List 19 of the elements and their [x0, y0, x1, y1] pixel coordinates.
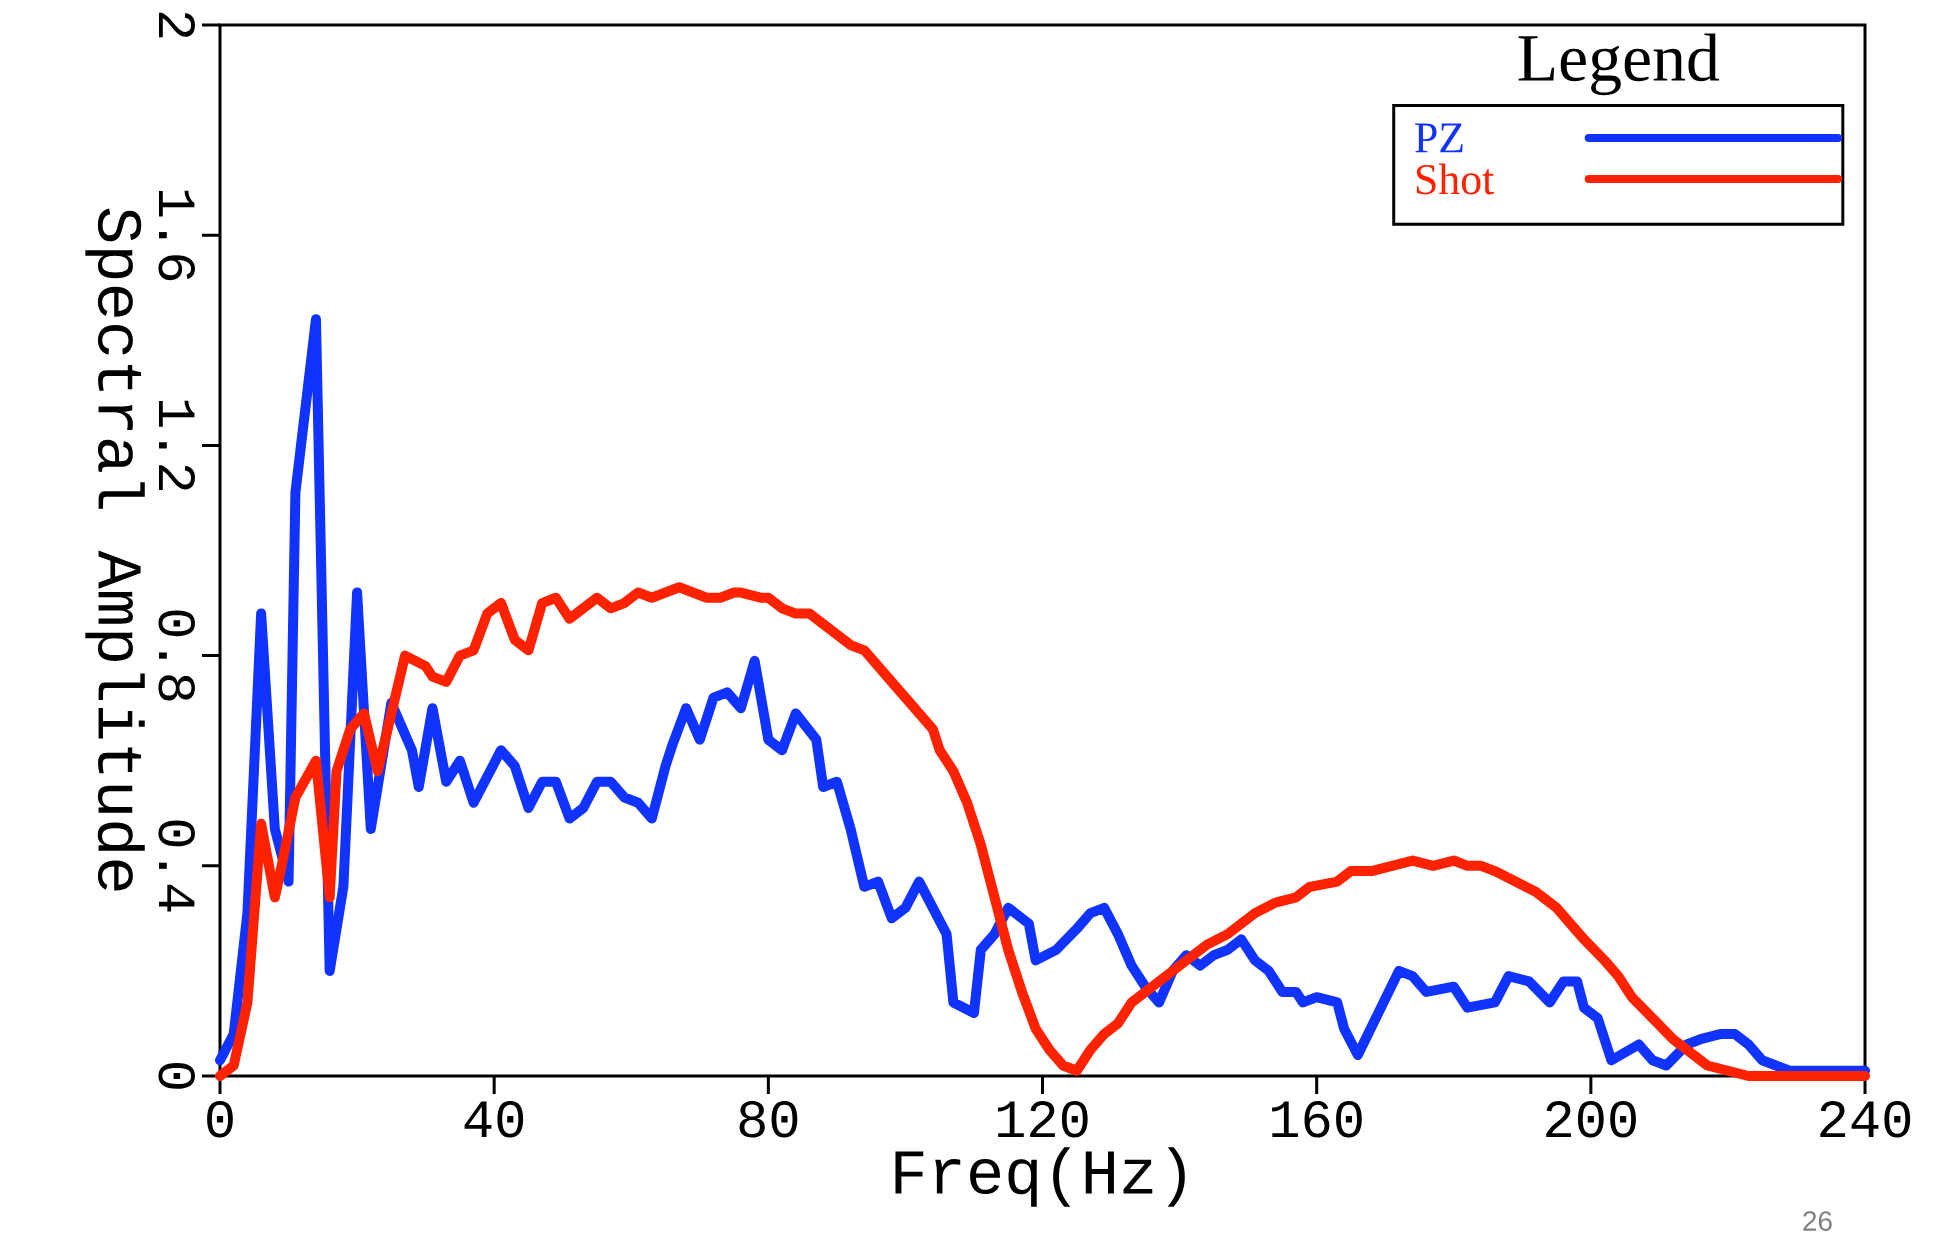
y-tick-label: 1.6 — [158, 190, 195, 281]
y-tick-label: 0 — [158, 1063, 195, 1089]
x-tick-label: 200 — [1546, 1101, 1636, 1138]
x-tick-label: 120 — [997, 1101, 1088, 1138]
x-axis-title: Freq(Hz) — [895, 1147, 1185, 1207]
x-tick-label: 80 — [739, 1101, 798, 1138]
y-tick-label: 0.4 — [158, 820, 195, 912]
x-tick-label: 0 — [207, 1101, 233, 1138]
text: Shot — [1416, 163, 1495, 195]
legend-title: Legend — [1518, 33, 1720, 96]
y-tick-label: 1.2 — [158, 400, 195, 490]
text: PZ — [1415, 123, 1463, 153]
y-axis-title: Spectral Amplitude — [85, 208, 145, 891]
text: 26 — [1803, 1211, 1832, 1231]
y-tick-label: 2 — [158, 12, 195, 38]
x-tick-label: 40 — [464, 1101, 524, 1138]
x-tick-label: 240 — [1820, 1101, 1911, 1138]
x-tick-label: 160 — [1272, 1101, 1362, 1138]
y-tick-label: 0.8 — [158, 610, 195, 701]
